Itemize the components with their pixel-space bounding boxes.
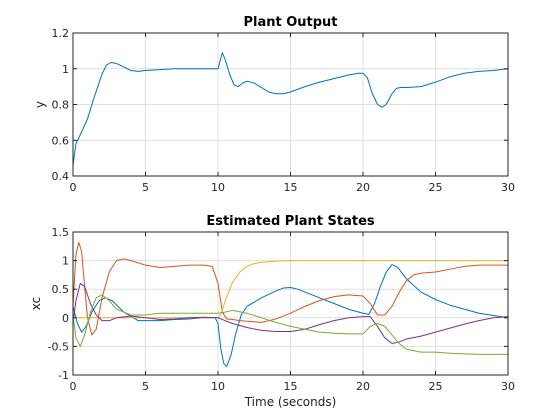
estimated-states-series-line-4 [72,282,509,345]
estimated-states-title: Estimated Plant States [206,214,375,229]
estimated-plant-states-chart: 0 5 10 15 20 25 30 -1 -0.5 0 0.5 1 1.5 Estimated Pla… [29,214,515,409]
estimated-states-ytick-label-3: 0.5 [52,283,70,296]
estimated-states-xtick-label-6: 30 [501,380,515,393]
plant-output-ytick-label-3: 1 [62,63,69,76]
estimated-states-ticks: 0 5 10 15 20 25 30 -1 -0.5 0 0.5 1 1.5 [48,226,515,393]
estimated-states-xlabel: Time (seconds) [244,395,337,409]
plant-output-ytick-label-2: 0.8 [52,99,70,112]
plant-output-xtick-label-3: 15 [284,181,298,194]
plant-output-series-layer [72,52,509,166]
estimated-states-series-layer [72,241,509,367]
estimated-states-series-line-5 [72,294,508,355]
plant-output-series-line-1 [72,52,509,166]
estimated-states-ytick-label-5: 1.5 [52,226,70,239]
plant-output-ticks: 0 5 10 15 20 25 30 0.4 0.6 0.8 1 1.2 [52,27,516,194]
estimated-states-ytick-label-2: 0 [62,312,69,325]
estimated-states-xtick-label-5: 25 [429,380,443,393]
estimated-states-series-line-1 [72,264,509,367]
estimated-states-ytick-label-0: -1 [58,369,69,382]
plant-output-ylabel: y [33,101,47,108]
plant-output-xtick-label-4: 20 [356,181,370,194]
plant-output-ytick-label-1: 0.6 [52,134,70,147]
estimated-states-xtick-label-1: 5 [142,380,149,393]
plant-output-xtick-label-5: 25 [429,181,443,194]
estimated-states-series-line-3 [73,260,508,319]
estimated-states-ytick-label-1: -0.5 [48,340,69,353]
plant-output-ytick-label-0: 0.4 [52,170,70,183]
plant-output-xtick-label-6: 30 [501,181,515,194]
estimated-states-xtick-label-4: 20 [356,380,370,393]
plant-output-ytick-label-4: 1.2 [52,27,70,40]
estimated-states-xtick-label-2: 10 [211,380,225,393]
estimated-states-ylabel: xc [29,297,43,311]
estimated-states-xtick-label-3: 15 [284,380,298,393]
estimated-states-ytick-label-4: 1 [62,255,69,268]
plant-output-xtick-label-0: 0 [70,181,77,194]
plant-output-chart: 0 5 10 15 20 25 30 0.4 0.6 0.8 1 1.2 Plant Output y [33,15,515,194]
plant-output-xtick-label-2: 10 [211,181,225,194]
estimated-states-series-line-2 [72,241,508,336]
plant-output-grid [73,33,508,176]
plant-output-xtick-label-1: 5 [142,181,149,194]
estimated-states-xtick-label-0: 0 [70,380,77,393]
plant-output-title: Plant Output [243,15,337,30]
